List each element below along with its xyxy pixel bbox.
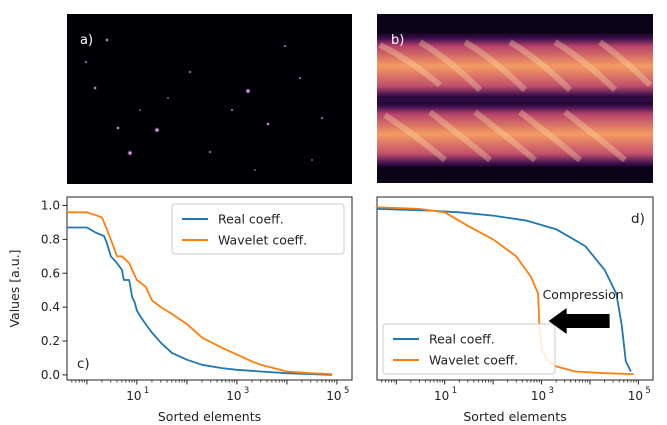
x-tick-label-d: 10: [531, 389, 546, 403]
series-line-c-0: [67, 226, 333, 376]
panel-b-image: b): [377, 14, 653, 183]
y-tick-label-c: 1.0: [41, 198, 60, 212]
series-line-d-1: [376, 206, 634, 375]
x-tick-label-d: 10: [628, 389, 643, 403]
legend-c: Real coeff. Wavelet coeff.: [171, 203, 345, 255]
panel-b-lower-band: [377, 101, 653, 167]
x-tick-exponent-d: 1: [452, 386, 457, 396]
legend-label-d-0: Real coeff.: [429, 332, 495, 347]
panel-b-texture: [378, 39, 653, 163]
panel-b-upper-band: [377, 33, 653, 99]
x-tick-label-c: 10: [326, 389, 341, 403]
y-axis-label-c: Values [a.u.]: [7, 249, 22, 327]
panel-b-label: b): [391, 33, 404, 48]
x-tick-exponent-c: 1: [144, 386, 149, 396]
legend-d: Real coeff. Wavelet coeff.: [382, 323, 556, 375]
x-axis-label-d: Sorted elements: [463, 409, 566, 424]
x-tick-exponent-c: 3: [244, 386, 249, 396]
y-tick-label-c: 0.0: [41, 368, 60, 382]
y-tick-label-c: 0.8: [41, 232, 60, 246]
x-axis-label-c: Sorted elements: [158, 409, 261, 424]
panel-a-image: a): [67, 14, 352, 184]
panel-label-c: c): [77, 356, 90, 372]
y-tick-label-c: 0.6: [41, 266, 60, 280]
compression-arrow-shape: [548, 308, 610, 334]
x-tick-label-c: 10: [126, 389, 141, 403]
x-tick-label-d: 10: [434, 389, 449, 403]
panel-a-background: [67, 14, 352, 184]
series-line-c-1: [67, 211, 333, 375]
legend-label-d-1: Wavelet coeff.: [429, 353, 518, 368]
legend-box-d: [382, 323, 556, 375]
panel-b-midline: [377, 98, 653, 102]
legend-label-c-0: Real coeff.: [218, 212, 284, 227]
legend-label-c-1: Wavelet coeff.: [218, 233, 307, 248]
series-line-d-0: [376, 208, 632, 372]
y-tick-label-c: 0.4: [41, 300, 60, 314]
panel-a-sparse-dots: [84, 38, 324, 172]
x-tick-exponent-d: 5: [645, 386, 650, 396]
x-tick-exponent-d: 3: [549, 386, 554, 396]
compression-arrow: [548, 308, 610, 334]
annotation-label: Compression: [543, 287, 624, 302]
y-tick-label-c: 0.2: [41, 334, 60, 348]
x-tick-label-c: 10: [226, 389, 241, 403]
x-tick-exponent-c: 5: [344, 386, 349, 396]
panel-a-label: a): [80, 33, 93, 48]
legend-box-c: [171, 203, 345, 255]
panel-label-d: d): [631, 211, 645, 227]
